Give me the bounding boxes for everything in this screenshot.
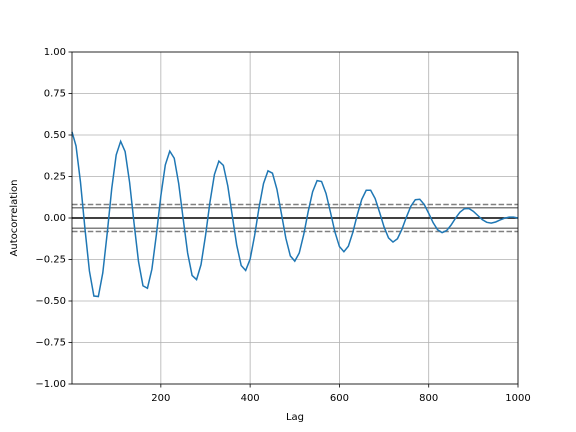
x-tick-label: 600 [330, 393, 349, 404]
y-axis-label: Autocorrelation [9, 180, 20, 257]
y-tick-label: −0.50 [35, 296, 66, 307]
x-tick-label: 800 [419, 393, 438, 404]
line [71, 131, 519, 298]
y-tick-label: 1.00 [44, 47, 66, 58]
x-tick-label: 200 [151, 393, 170, 404]
plot-frame [71, 51, 519, 385]
y-tick-label: −0.25 [35, 255, 66, 266]
y-tick-label: −0.75 [35, 338, 66, 349]
x-tick-label: 1000 [505, 393, 530, 404]
y-tick-label: 0.75 [44, 89, 66, 100]
y-tick-label: 0.25 [44, 172, 66, 183]
y-tick-label: 0.50 [44, 130, 66, 141]
y-tick-label: 0.00 [44, 213, 66, 224]
x-tick-label: 400 [241, 393, 260, 404]
y-tick-label: −1.00 [35, 379, 66, 390]
x-axis-label: Lag [286, 412, 304, 423]
